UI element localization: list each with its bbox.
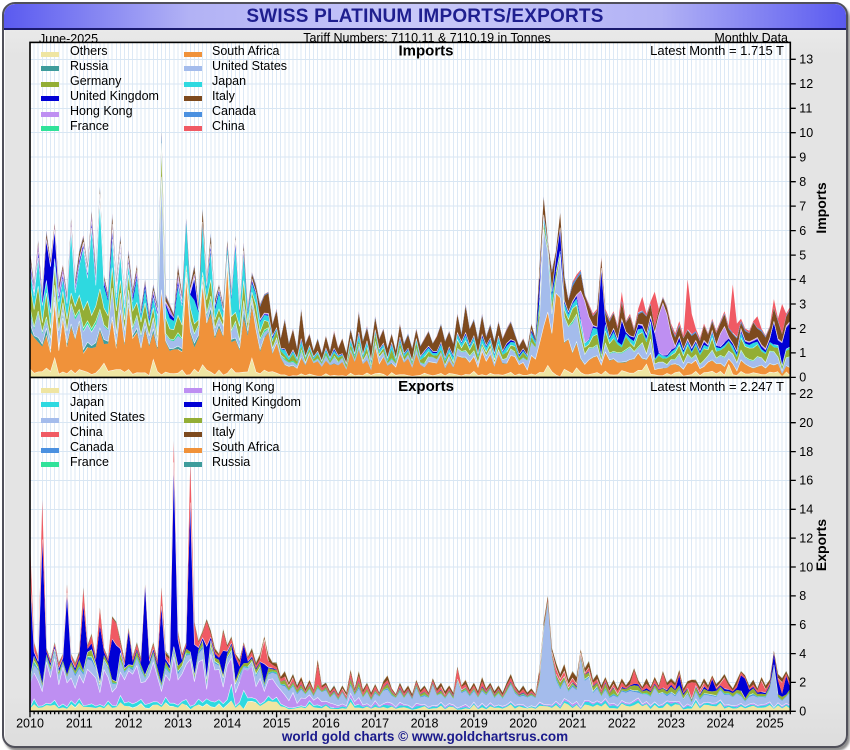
svg-text:8: 8	[799, 175, 806, 189]
svg-text:3: 3	[799, 297, 806, 311]
svg-text:20: 20	[799, 416, 813, 430]
svg-text:1: 1	[799, 346, 806, 360]
svg-text:5: 5	[799, 248, 806, 262]
svg-text:2015: 2015	[263, 717, 291, 731]
svg-text:6: 6	[799, 618, 806, 632]
svg-text:Imports: Imports	[398, 43, 453, 60]
svg-text:2025: 2025	[756, 717, 784, 731]
svg-text:7: 7	[799, 199, 806, 213]
svg-text:2021: 2021	[559, 717, 587, 731]
svg-text:0: 0	[799, 371, 806, 385]
svg-text:8: 8	[799, 589, 806, 603]
svg-text:2: 2	[799, 676, 806, 690]
svg-text:2019: 2019	[460, 717, 488, 731]
svg-text:Exports: Exports	[398, 378, 454, 395]
svg-text:16: 16	[799, 474, 813, 488]
svg-text:10: 10	[799, 126, 813, 140]
svg-text:11: 11	[799, 102, 812, 116]
svg-text:12: 12	[799, 531, 813, 545]
svg-text:2024: 2024	[706, 717, 734, 731]
svg-text:2014: 2014	[213, 717, 241, 731]
svg-text:2: 2	[799, 322, 806, 336]
svg-text:6: 6	[799, 224, 806, 238]
svg-text:2018: 2018	[411, 717, 439, 731]
svg-text:10: 10	[799, 560, 813, 574]
svg-text:4: 4	[799, 647, 806, 661]
svg-text:9: 9	[799, 151, 806, 165]
svg-text:2022: 2022	[608, 717, 636, 731]
svg-text:2017: 2017	[361, 717, 389, 731]
svg-text:2011: 2011	[66, 717, 93, 731]
svg-text:2012: 2012	[115, 717, 143, 731]
svg-text:4: 4	[799, 273, 806, 287]
svg-text:12: 12	[799, 77, 813, 91]
svg-text:Exports: Exports	[813, 519, 829, 571]
svg-text:13: 13	[799, 53, 813, 67]
svg-text:2016: 2016	[312, 717, 340, 731]
svg-text:Imports: Imports	[813, 182, 829, 234]
svg-text:2020: 2020	[509, 717, 537, 731]
svg-text:22: 22	[799, 387, 813, 401]
svg-text:2010: 2010	[16, 717, 44, 731]
svg-text:2023: 2023	[657, 717, 685, 731]
svg-text:0: 0	[799, 705, 806, 719]
svg-text:2013: 2013	[164, 717, 192, 731]
svg-text:14: 14	[799, 503, 813, 517]
svg-text:18: 18	[799, 445, 813, 459]
